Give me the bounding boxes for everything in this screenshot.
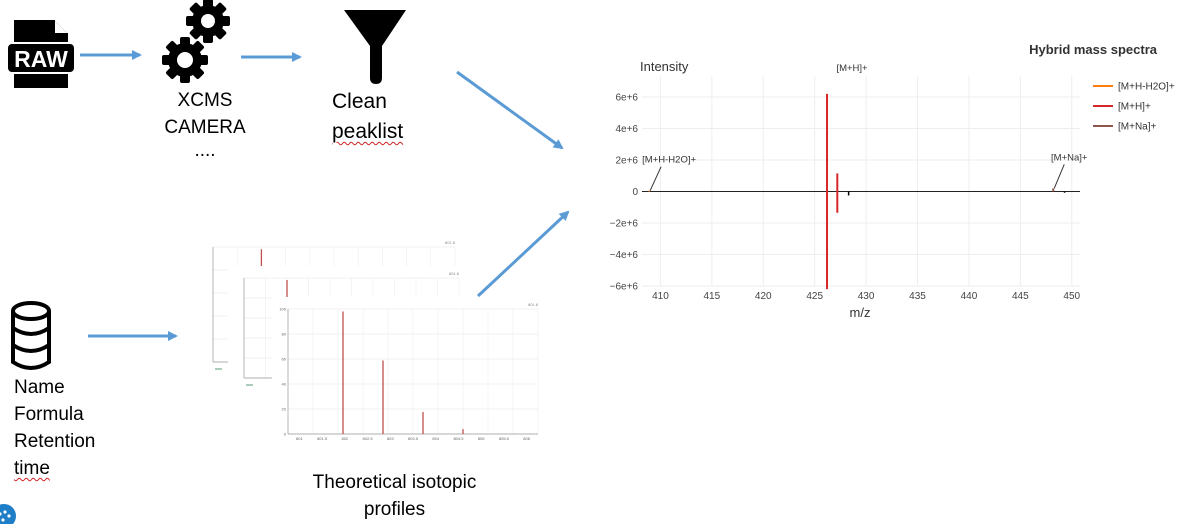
peak-annotation: [M+H]+ (836, 63, 868, 74)
y-tick-label: 4e+6 (615, 124, 638, 135)
tool-xcms: XCMS (177, 90, 233, 111)
field-formula: Formula (14, 404, 84, 425)
arrow-theory-to-spectra (476, 210, 570, 298)
chart-title: Hybrid mass spectra (1029, 42, 1158, 57)
thumb-y-tick: 100 (279, 307, 286, 312)
thumb-y-tick: 60 (282, 357, 287, 362)
thumb-y-tick: 0 (284, 432, 287, 437)
x-tick-label: 410 (652, 291, 669, 302)
tool-camera: CAMERA (164, 117, 246, 138)
thumb-x-tick: 805.5 (499, 436, 510, 441)
x-tick-label: 450 (1063, 291, 1080, 302)
annotation-arrow (1053, 164, 1065, 189)
clean-peaklist-label: Clean peaklist (332, 87, 403, 147)
field-name: Name (14, 377, 65, 398)
peak-annotation: [M+H-H2O]+ (642, 155, 696, 166)
clean-word: Clean (332, 90, 387, 113)
peaklist-word: peaklist (332, 120, 404, 143)
x-tick-label: 425 (806, 291, 823, 302)
y-axis-label: Intensity (640, 59, 689, 74)
thumb-x-tick: 805 (478, 436, 485, 441)
y-tick-label: 2e+6 (615, 156, 638, 167)
tool-more: .... (194, 140, 216, 161)
thumb-corner-label: 801.8 (445, 240, 456, 245)
peak-annotation: [M+Na]+ (1051, 152, 1088, 163)
thumb-x-tick: 804 (432, 436, 439, 441)
chart-legend: [M+H-H2O]+ [M+H]+ [M+Na]+ (1093, 82, 1175, 133)
x-tick-label: 415 (704, 291, 721, 302)
thumb-background (272, 297, 552, 447)
arrow-clean-to-spectra (456, 70, 564, 150)
annotation-arrow (649, 166, 662, 191)
thumb-y-tick: 80 (282, 332, 287, 337)
x-tick-label: 430 (858, 291, 875, 302)
x-tick-label: 445 (1012, 291, 1029, 302)
thumb-x-tick: 801.5 (317, 436, 328, 441)
legend-entry: [M+Na]+ (1118, 122, 1157, 133)
legend-entry: [M+H]+ (1118, 102, 1151, 113)
y-tick-label: −6e+6 (610, 282, 639, 293)
x-tick-label: 435 (909, 291, 926, 302)
x-axis-label: m/z (850, 305, 871, 320)
processing-tools-label: XCMS CAMERA .... (155, 87, 255, 161)
thumb-x-tick: 804.5 (453, 436, 464, 441)
y-tick-label: −2e+6 (610, 219, 639, 230)
y-tick-label: 6e+6 (615, 93, 638, 104)
thumb-corner-label: 801.8 (449, 271, 460, 276)
field-time: time (14, 458, 50, 479)
thumb-corner-label: 801.8 (528, 302, 539, 307)
raw-label: RAW (14, 46, 68, 72)
thumb-x-tick: 801 (296, 436, 303, 441)
thumb-x-tick: 802.5 (363, 436, 374, 441)
thumb-x-tick: 802 (341, 436, 348, 441)
y-tick-label: −4e+6 (610, 250, 639, 261)
y-tick-label: 0 (632, 187, 638, 198)
theoretical-profiles-label: Theoretical isotopic profiles (292, 469, 497, 523)
thumb-x-tick: 803.5 (408, 436, 419, 441)
spectra-panel (600, 38, 1180, 328)
x-tick-label: 420 (755, 291, 772, 302)
legend-entry: [M+H-H2O]+ (1118, 82, 1175, 93)
thumb-x-tick: 803 (387, 436, 394, 441)
thumb-x-tick: 806 (523, 436, 530, 441)
theory-line-1: Theoretical isotopic (312, 472, 477, 493)
database-fields-label: Name Formula Retention time (14, 374, 95, 482)
thumb-y-tick: 20 (282, 407, 287, 412)
theory-line-2: profiles (363, 499, 426, 520)
thumb-y-tick: 40 (282, 382, 287, 387)
field-retention: Retention (14, 431, 96, 452)
x-tick-label: 440 (961, 291, 978, 302)
